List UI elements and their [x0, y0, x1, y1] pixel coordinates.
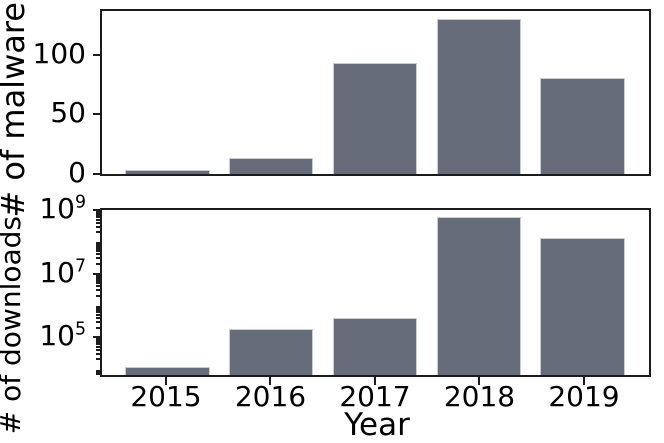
x-tick	[374, 377, 376, 385]
y-minor-tick	[96, 337, 100, 340]
y-minor-tick	[96, 221, 100, 224]
bar-2017	[332, 62, 418, 174]
y-tick	[93, 336, 100, 339]
bar-2018	[436, 217, 521, 375]
x-axis-label: Year	[344, 407, 410, 443]
bar-2019	[540, 78, 625, 174]
y-minor-tick	[96, 243, 100, 246]
y-tick	[93, 272, 100, 275]
y-minor-tick	[96, 371, 100, 374]
y-minor-tick	[96, 263, 100, 266]
y-minor-tick	[96, 352, 100, 355]
y-tick-label: 105	[39, 319, 86, 353]
x-tick	[478, 377, 481, 385]
y-minor-tick	[96, 369, 100, 372]
y-minor-tick	[96, 231, 100, 234]
x-tick-label-2016: 2016	[234, 380, 307, 413]
y-minor-tick	[96, 341, 100, 344]
bar-2018	[436, 18, 521, 174]
downloads-bar-chart-plot-area	[100, 208, 651, 377]
x-tick	[165, 377, 167, 385]
bar-2019	[540, 237, 625, 375]
y-minor-tick	[96, 279, 100, 282]
y-minor-tick	[96, 348, 100, 351]
y-minor-tick	[96, 275, 100, 278]
y-tick-label: 107	[39, 255, 86, 289]
y-tick-label: 50	[50, 96, 86, 130]
y-minor-tick	[96, 250, 100, 253]
y-minor-tick	[96, 210, 100, 213]
y-minor-tick	[96, 282, 100, 285]
y-tick	[93, 209, 100, 211]
y-minor-tick	[96, 343, 100, 346]
y-minor-tick	[96, 358, 100, 361]
y-minor-tick	[96, 314, 100, 316]
y-tick	[93, 113, 100, 116]
x-tick	[269, 377, 272, 385]
y-minor-tick	[96, 289, 100, 292]
malware-bar-chart-plot-area	[100, 9, 651, 176]
bar-2015	[125, 170, 210, 174]
y-minor-tick	[96, 305, 100, 308]
bar-2016	[229, 329, 314, 375]
y-minor-tick	[96, 245, 100, 248]
x-tick-label-2018: 2018	[443, 380, 516, 413]
y-minor-tick	[96, 225, 100, 228]
y-minor-tick	[96, 218, 100, 221]
x-tick-label-2017: 2017	[339, 380, 411, 413]
y-minor-tick	[96, 311, 100, 314]
y-tick-label: 100	[32, 36, 86, 70]
y-tick	[93, 53, 100, 56]
y-minor-tick	[96, 326, 100, 329]
y-minor-tick	[96, 321, 100, 324]
y-tick	[93, 173, 100, 175]
y-minor-tick	[96, 216, 100, 219]
y-minor-tick	[96, 242, 100, 245]
y-minor-tick	[96, 213, 100, 216]
y-minor-tick	[96, 307, 100, 310]
bar-2015	[125, 366, 210, 375]
y-tick-label: 109	[39, 191, 86, 225]
y-tick-label: 0	[68, 155, 86, 189]
y-minor-tick	[96, 372, 100, 375]
y-minor-tick	[96, 285, 100, 288]
y-minor-tick	[96, 212, 100, 215]
x-tick-label-2019: 2019	[548, 380, 620, 413]
y-minor-tick	[96, 253, 100, 256]
y-minor-tick	[96, 345, 100, 348]
y-minor-tick	[96, 309, 100, 312]
y-minor-tick	[96, 257, 100, 260]
bar-2016	[229, 158, 314, 174]
y-minor-tick	[96, 277, 100, 280]
y-minor-tick	[96, 274, 100, 277]
y-minor-tick	[96, 339, 100, 342]
bar-2017	[332, 318, 418, 375]
x-tick-label-2015: 2015	[130, 380, 202, 413]
y-minor-tick	[96, 294, 100, 297]
x-tick	[582, 377, 585, 385]
y-minor-tick	[96, 317, 100, 320]
y-minor-tick	[96, 247, 100, 250]
